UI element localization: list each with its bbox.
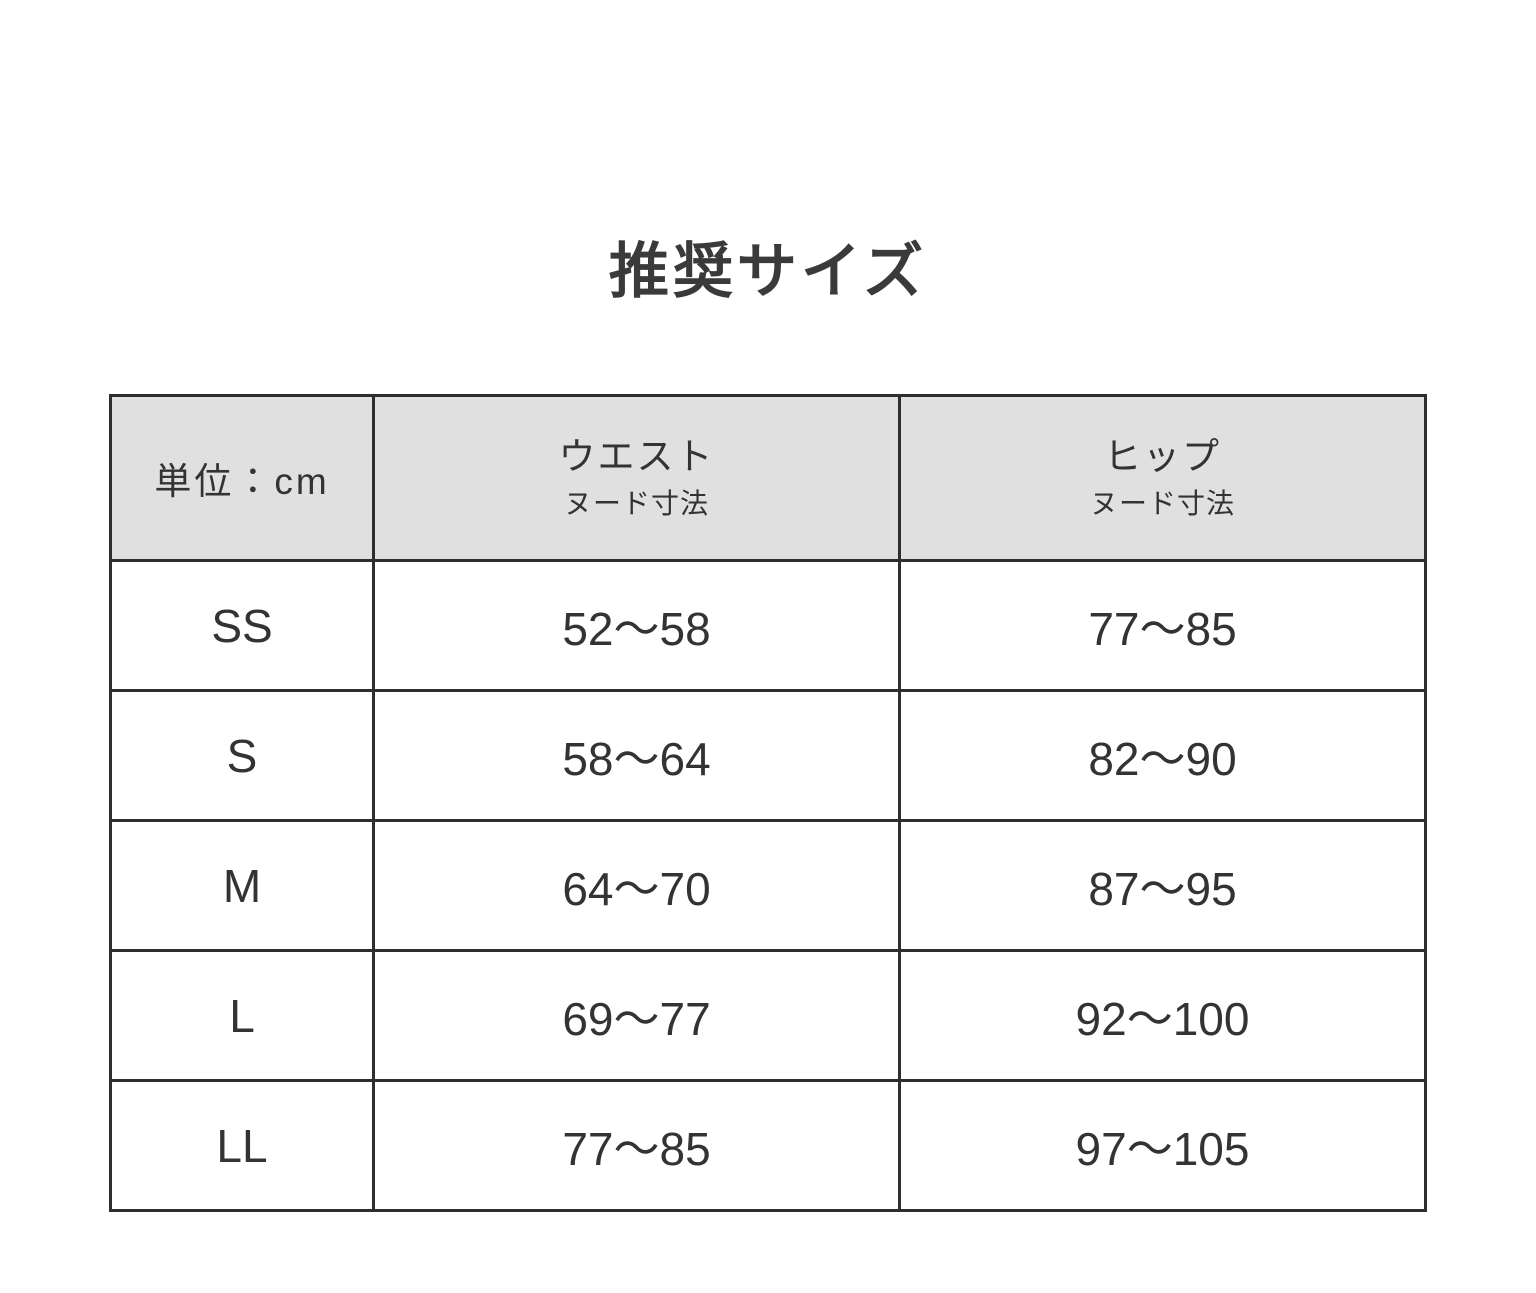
hip-value: 97〜105 (898, 1079, 1427, 1212)
hip-value: 92〜100 (898, 949, 1427, 1082)
size-label: M (109, 819, 375, 952)
waist-header-cell: ウエスト ヌード寸法 (372, 394, 901, 562)
waist-column-label: ウエスト (558, 436, 715, 477)
size-label: LL (109, 1079, 375, 1212)
page-title: 推奨サイズ (608, 238, 928, 305)
waist-value: 69〜77 (372, 949, 901, 1082)
size-label: SS (109, 559, 375, 692)
waist-value: 64〜70 (372, 819, 901, 952)
size-label: S (109, 689, 375, 822)
waist-value: 77〜85 (372, 1079, 901, 1212)
table-row: S 58〜64 82〜90 (109, 689, 1427, 822)
hip-value: 82〜90 (898, 689, 1427, 822)
table-header-row: 単位：cm ウエスト ヌード寸法 ヒップ ヌード寸法 (109, 394, 1427, 562)
hip-value: 87〜95 (898, 819, 1427, 952)
table-row: SS 52〜58 77〜85 (109, 559, 1427, 692)
size-label: L (109, 949, 375, 1082)
hip-value: 77〜85 (898, 559, 1427, 692)
waist-column-sublabel: ヌード寸法 (563, 488, 709, 519)
hip-column-label: ヒップ (1104, 436, 1221, 477)
waist-value: 58〜64 (372, 689, 901, 822)
hip-column-sublabel: ヌード寸法 (1089, 488, 1235, 519)
unit-header-cell: 単位：cm (109, 394, 375, 562)
table-row: LL 77〜85 97〜105 (109, 1079, 1427, 1212)
waist-value: 52〜58 (372, 559, 901, 692)
table-row: L 69〜77 92〜100 (109, 949, 1427, 1082)
hip-header-cell: ヒップ ヌード寸法 (898, 394, 1427, 562)
size-table: 単位：cm ウエスト ヌード寸法 ヒップ ヌード寸法 SS 52〜58 77〜8… (109, 394, 1427, 1212)
table-row: M 64〜70 87〜95 (109, 819, 1427, 952)
